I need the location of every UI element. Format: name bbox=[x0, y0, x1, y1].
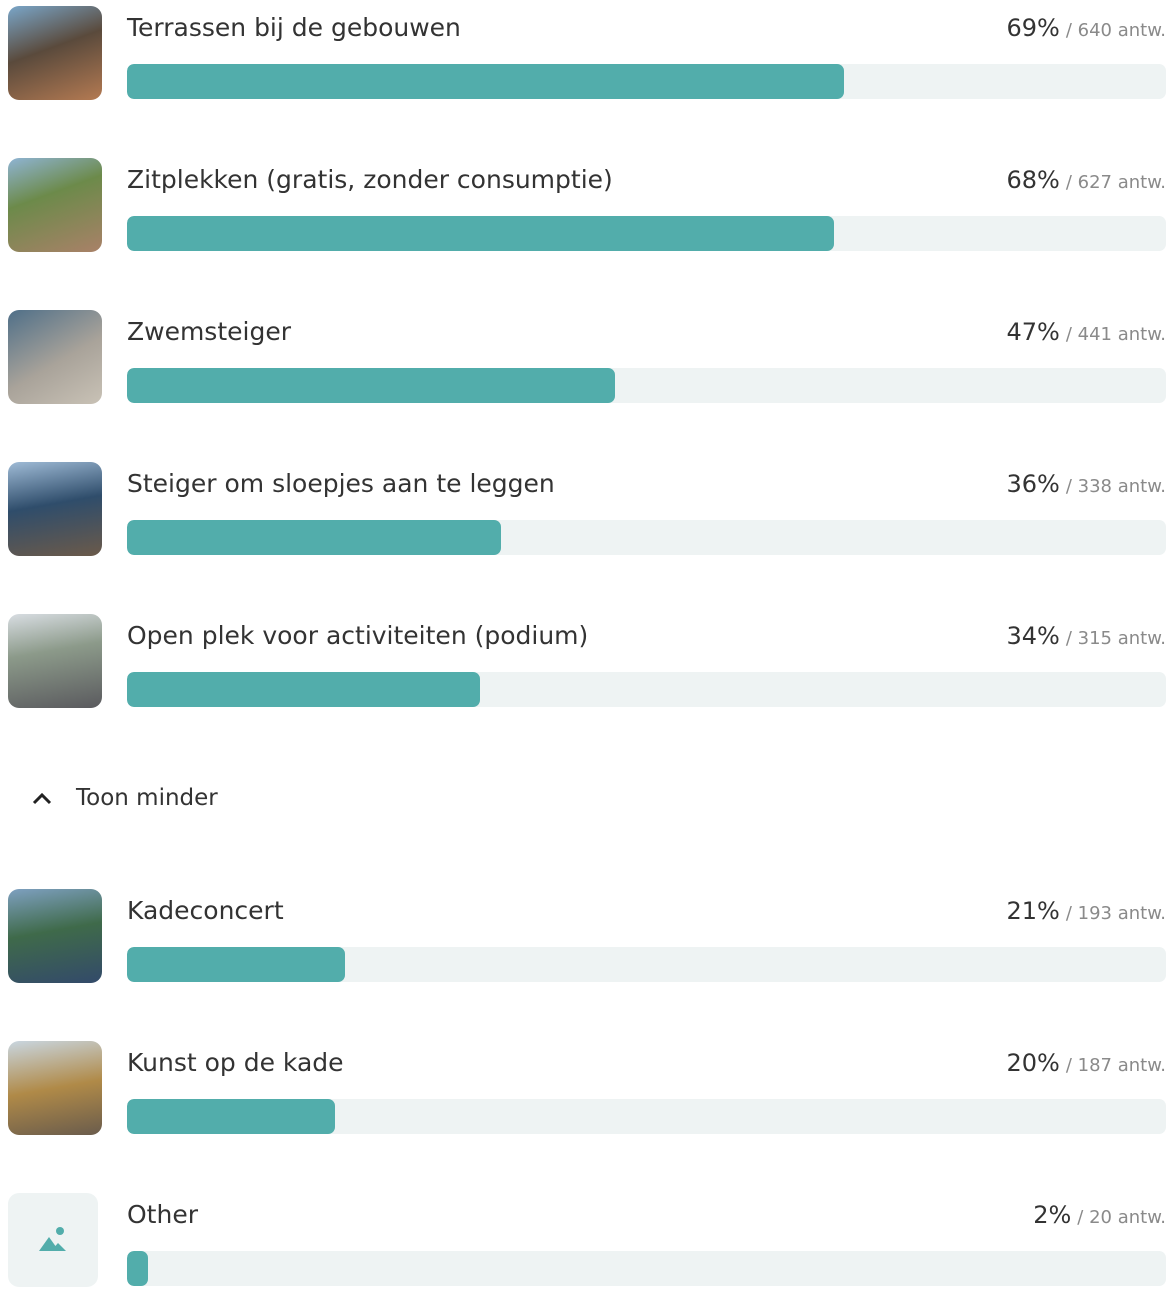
bar-track bbox=[127, 368, 1166, 403]
item-label: Zitplekken (gratis, zonder consumptie) bbox=[127, 165, 613, 194]
item-label: Open plek voor activiteiten (podium) bbox=[127, 621, 589, 650]
item-label: Kadeconcert bbox=[127, 896, 284, 925]
item-percent: 69% bbox=[1006, 14, 1060, 42]
item-percent: 36% bbox=[1006, 470, 1060, 498]
item-answers: / 627 antw. bbox=[1065, 172, 1166, 193]
item-stat: 47%/ 441 antw. bbox=[1007, 317, 1167, 350]
item-stat: 34%/ 315 antw. bbox=[1007, 621, 1167, 654]
bar bbox=[127, 1251, 148, 1286]
item-image bbox=[8, 889, 102, 983]
item-answers: / 640 antw. bbox=[1065, 20, 1166, 41]
bar-track bbox=[127, 1099, 1166, 1134]
item-stat: 20%/ 187 antw. bbox=[1007, 1048, 1167, 1081]
bar-track bbox=[127, 947, 1166, 982]
item-percent: 68% bbox=[1006, 166, 1060, 194]
item-percent: 47% bbox=[1006, 318, 1060, 346]
item-label: Kunst op de kade bbox=[127, 1048, 344, 1077]
item-percent: 21% bbox=[1006, 897, 1060, 925]
item-image bbox=[8, 6, 102, 100]
bar-track bbox=[127, 672, 1166, 707]
item-percent: 2% bbox=[1033, 1201, 1072, 1229]
item-image bbox=[8, 1041, 102, 1135]
bar bbox=[127, 672, 481, 707]
bar bbox=[127, 64, 844, 99]
toggle-button[interactable]: Toon minder bbox=[30, 783, 218, 813]
item-stat: 2%/ 20 antw. bbox=[1033, 1200, 1166, 1233]
item-image bbox=[8, 158, 102, 252]
item-label: Steiger om sloepjes aan te leggen bbox=[127, 469, 555, 498]
item-stat: 21%/ 193 antw. bbox=[1007, 896, 1167, 929]
item-answers: / 315 antw. bbox=[1065, 628, 1166, 649]
bar-track bbox=[127, 64, 1166, 99]
bar bbox=[127, 1099, 335, 1134]
placeholder-icon bbox=[39, 1227, 66, 1251]
item-image bbox=[8, 1193, 98, 1287]
item-answers: / 441 antw. bbox=[1065, 324, 1166, 345]
item-label: Zwemsteiger bbox=[127, 317, 291, 346]
item-image bbox=[8, 310, 102, 404]
bar bbox=[127, 216, 834, 251]
item-percent: 34% bbox=[1006, 622, 1060, 650]
bar-track bbox=[127, 520, 1166, 555]
bar bbox=[127, 947, 346, 982]
item-stat: 36%/ 338 antw. bbox=[1007, 469, 1167, 502]
item-answers: / 193 antw. bbox=[1065, 903, 1166, 924]
item-label: Other bbox=[127, 1200, 198, 1229]
bar bbox=[127, 368, 616, 403]
item-image bbox=[8, 462, 102, 556]
item-answers: / 187 antw. bbox=[1065, 1055, 1166, 1076]
toggle-label: Toon minder bbox=[76, 785, 218, 811]
item-answers: / 20 antw. bbox=[1077, 1207, 1166, 1228]
bar bbox=[127, 520, 502, 555]
bar-track bbox=[127, 216, 1166, 251]
item-percent: 20% bbox=[1006, 1049, 1060, 1077]
item-answers: / 338 antw. bbox=[1065, 476, 1166, 497]
item-stat: 68%/ 627 antw. bbox=[1007, 165, 1167, 198]
chevron-up-icon bbox=[32, 792, 52, 805]
bar-track bbox=[127, 1251, 1166, 1286]
item-label: Terrassen bij de gebouwen bbox=[127, 13, 461, 42]
item-image bbox=[8, 614, 102, 708]
item-stat: 69%/ 640 antw. bbox=[1007, 13, 1167, 46]
